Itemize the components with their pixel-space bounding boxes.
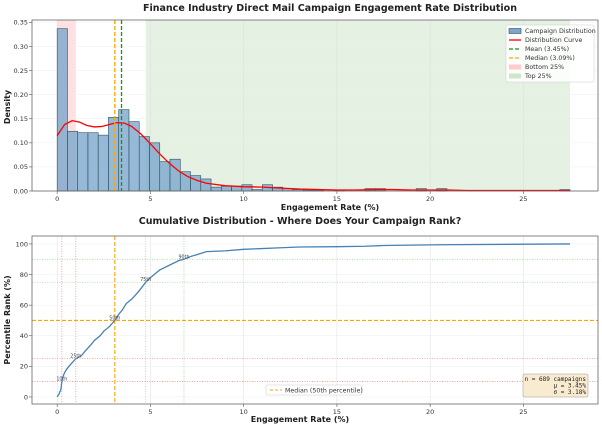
histogram-bar: [87, 132, 99, 192]
y-tick-label: 40: [20, 332, 28, 340]
legend-swatch: [509, 73, 521, 79]
legend-swatch: [509, 64, 521, 70]
histogram-bar: [56, 28, 68, 192]
distribution-curve: [56, 119, 571, 192]
histogram-bar: [97, 134, 109, 192]
top-25-band: [145, 20, 571, 191]
legend-label: Median (50th percentile): [285, 387, 363, 394]
y-tick-label: 0.30: [14, 43, 28, 51]
y-tick-label: 0: [24, 393, 28, 401]
percentile-label: 25th: [70, 354, 81, 360]
x-tick-label: 15: [333, 408, 341, 416]
bottom-x-label: Engagement Rate (%): [251, 415, 349, 424]
top-y-label: Density: [3, 89, 12, 124]
histogram-bar: [149, 142, 161, 192]
y-tick-label: 0.35: [14, 19, 28, 27]
legend-label: Campaign Distribution: [525, 28, 596, 35]
plot-frame: [31, 235, 599, 405]
histogram-bar: [169, 158, 181, 192]
histogram-bar: [220, 185, 232, 192]
legend-box: [265, 384, 363, 396]
percentile-label: 10th: [56, 377, 67, 383]
y-tick-label: 0.20: [14, 91, 28, 99]
cdf-plot: 0 5 10 15 20 25 0 20 40 60 80 100 10th 25th 50th 75th 90…: [16, 235, 599, 416]
histogram-bar: [67, 130, 78, 192]
histogram-bar: [200, 178, 212, 192]
stats-line: σ = 3.18%: [553, 389, 586, 396]
x-tick-label: 15: [333, 195, 341, 203]
x-tick-label: 10: [240, 195, 248, 203]
x-tick-label: 5: [148, 408, 152, 416]
y-tick-label: 0.05: [14, 163, 28, 171]
legend-swatch: [508, 28, 522, 34]
y-tick-label: 80: [20, 271, 28, 279]
stats-line: n = 689 campaigns: [525, 376, 587, 383]
top-chart-title: Finance Industry Direct Mail Campaign En…: [143, 3, 517, 14]
bottom-y-label: Percentile Rank (%): [3, 275, 12, 364]
percentile-label: 50th: [109, 315, 120, 321]
legend-label: Top 25%: [524, 73, 552, 80]
histogram-plot: 0 5 10 15 20 25 0.00 0.05 0.10 0.15 0.20 0.25 0.30 0.…: [14, 19, 599, 203]
cdf-line: [56, 243, 571, 398]
stats-box-bg: [522, 373, 589, 398]
y-tick-label: 0.25: [14, 67, 28, 75]
y-tick-label: 100: [16, 240, 28, 248]
histogram-bar: [108, 117, 120, 192]
histogram-bar: [118, 109, 130, 192]
x-tick-label: 0: [55, 408, 59, 416]
x-tick-label: 25: [519, 408, 527, 416]
histogram-bar: [241, 184, 253, 192]
legend-label: Mean (3.45%): [525, 46, 569, 53]
stats-line: μ = 3.45%: [553, 383, 586, 390]
y-tick-label: 0.15: [14, 115, 28, 123]
percentile-label: 90th: [178, 254, 189, 260]
histogram-bar: [138, 136, 150, 192]
histogram-bar: [159, 161, 171, 192]
plot-frame: [31, 19, 599, 192]
bottom-chart-title: Cumulative Distribution - Where Does You…: [139, 216, 461, 227]
histogram-bar: [210, 186, 222, 192]
x-tick-label: 25: [519, 195, 527, 203]
legend-label: Distribution Curve: [525, 37, 582, 44]
x-tick-label: 20: [426, 195, 434, 203]
top-x-label: Engagement Rate (%): [281, 203, 379, 212]
y-tick-label: 20: [20, 363, 28, 371]
percentile-label: 75th: [140, 277, 151, 283]
x-tick-label: 20: [426, 408, 434, 416]
legend-label: Median (3.09%): [525, 55, 575, 62]
y-tick-label: 0.00: [14, 187, 28, 195]
legend-label: Bottom 25%: [525, 64, 564, 71]
x-tick-label: 5: [148, 195, 152, 203]
y-tick-label: 60: [20, 301, 28, 309]
x-tick-label: 10: [240, 408, 248, 416]
histogram-bar: [77, 132, 89, 192]
legend: Median (50th percentile): [265, 384, 363, 396]
legend: Campaign Distribution Distribution Curve M…: [505, 24, 596, 83]
legend-box: [505, 24, 595, 83]
x-tick-label: 0: [55, 195, 59, 203]
y-tick-label: 0.10: [14, 139, 28, 147]
